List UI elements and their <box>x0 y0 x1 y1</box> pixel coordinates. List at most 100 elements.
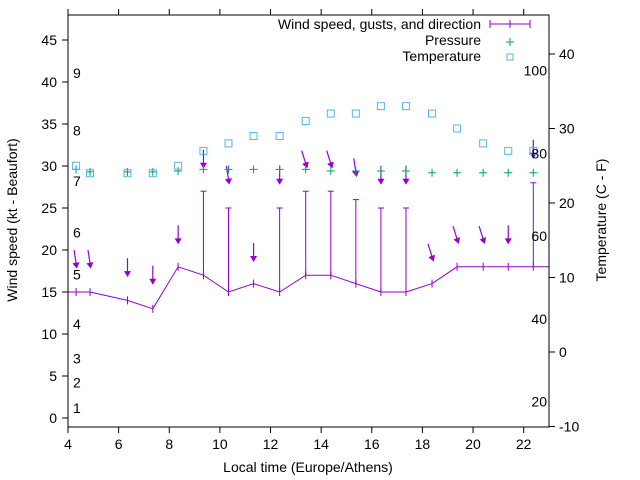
x-tick-label: 10 <box>212 436 228 452</box>
y-tick-label: 10 <box>41 326 57 342</box>
pressure-point <box>376 167 385 176</box>
x-tick-label: 12 <box>263 436 279 452</box>
pressure-point <box>275 165 284 174</box>
y-tick-label: 15 <box>41 284 57 300</box>
y2-tick-label: 10 <box>559 270 575 286</box>
wind-direction-arrowhead <box>224 178 232 185</box>
y-tick-label: 45 <box>41 32 57 48</box>
temperature-point <box>148 169 157 178</box>
pressure-point <box>249 165 258 174</box>
temperature-point <box>529 146 538 155</box>
wind-direction-arrowhead <box>86 262 94 269</box>
legend-pressure-marker <box>506 38 514 46</box>
pressure-point <box>326 167 335 176</box>
y2-tick-label: 30 <box>559 121 575 137</box>
pressure-point <box>529 168 538 177</box>
wind-direction-arrowhead <box>402 178 410 185</box>
y-tick-label: 5 <box>49 368 57 384</box>
wind-direction-arrowhead <box>149 278 157 285</box>
temperature-point <box>123 169 132 178</box>
temperature-point <box>174 161 183 170</box>
temperature-point <box>301 117 310 126</box>
wind-direction-arrowhead <box>327 161 334 169</box>
fahrenheit-label: 60 <box>531 228 547 244</box>
y-axis-label: Wind speed (kt - Beaufort) <box>4 138 20 301</box>
fahrenheit-label: 40 <box>531 311 547 327</box>
x-tick-label: 6 <box>115 436 123 452</box>
x-tick-label: 4 <box>64 436 72 452</box>
temperature-point <box>428 109 437 118</box>
temperature-point <box>453 124 462 133</box>
x-tick-label: 16 <box>364 436 380 452</box>
temperature-point <box>275 131 284 140</box>
pressure-point <box>453 168 462 177</box>
beaufort-label: 5 <box>73 266 81 282</box>
axes: 4 6 8 10 12 14 16 18 20 22051015202530354045-1001… <box>41 9 579 452</box>
beaufort-label: 8 <box>73 123 81 139</box>
pressure-point <box>301 165 310 174</box>
y-tick-label: 35 <box>41 116 57 132</box>
temperature-point <box>326 109 335 118</box>
y2-tick-label: 20 <box>559 195 575 211</box>
plot-frame <box>67 14 550 428</box>
x-tick-label: 14 <box>313 436 329 452</box>
pressure-point <box>123 167 132 176</box>
pressure-point <box>174 167 183 176</box>
y-tick-label: 40 <box>41 74 57 90</box>
wind-speed-line <box>68 266 549 310</box>
pressure-point <box>504 168 513 177</box>
temperature-point <box>249 131 258 140</box>
y2-tick-label: 40 <box>559 46 575 62</box>
legend: Wind speed, gusts, and direction Pressur… <box>278 16 531 64</box>
x-tick-label: 8 <box>165 436 173 452</box>
fahrenheit-label: 100 <box>524 63 548 79</box>
wind-direction-arrowhead <box>377 178 385 185</box>
wind-direction-arrowhead <box>250 256 258 263</box>
wind-direction-arrowhead <box>72 262 80 269</box>
y-tick-label: 30 <box>41 158 57 174</box>
legend-pressure-label: Pressure <box>425 32 481 48</box>
y-tick-label: 25 <box>41 200 57 216</box>
pressure-point <box>148 167 157 176</box>
pressure-point <box>199 165 208 174</box>
pressure-point <box>351 167 360 176</box>
wind-direction-arrowhead <box>174 238 182 245</box>
temperature-point <box>479 139 488 148</box>
x-tick-label: 20 <box>465 436 481 452</box>
legend-wind-sample <box>489 20 531 28</box>
temperature-point <box>72 161 81 170</box>
y2-tick-label: -10 <box>559 419 579 435</box>
beaufort-label: 9 <box>73 65 81 81</box>
legend-temperature-label: Temperature <box>402 48 481 64</box>
temperature-point <box>401 102 410 111</box>
fahrenheit-label: 20 <box>531 394 547 410</box>
temperature-point <box>224 139 233 148</box>
x-tick-label: 18 <box>415 436 431 452</box>
temperature-point <box>351 109 360 118</box>
beaufort-label: 3 <box>73 350 81 366</box>
legend-temperature-marker <box>506 53 514 61</box>
wind-direction-arrowhead <box>428 254 435 262</box>
y2-axis-label: Temperature (C - F) <box>593 159 609 282</box>
beaufort-label: 2 <box>73 375 81 391</box>
fahrenheit-label: 80 <box>531 145 547 161</box>
temperature-point <box>376 102 385 111</box>
pressure-point <box>479 168 488 177</box>
temperature-point <box>199 146 208 155</box>
wind-direction-arrowhead <box>504 238 512 245</box>
pressure-point <box>224 165 233 174</box>
temperature-point <box>86 169 95 178</box>
wind-direction-arrowhead <box>276 178 284 185</box>
beaufort-label: 7 <box>73 173 81 189</box>
y-tick-label: 0 <box>49 410 57 426</box>
wind-direction-arrowhead <box>302 161 309 169</box>
beaufort-label: 1 <box>73 400 81 416</box>
beaufort-label: 4 <box>73 316 81 332</box>
x-tick-label: 22 <box>516 436 532 452</box>
y2-tick-label: 0 <box>559 344 567 360</box>
pressure-point <box>86 167 95 176</box>
temperature-point <box>504 146 513 155</box>
wind-direction-arrowhead <box>453 237 461 244</box>
y-tick-label: 20 <box>41 242 57 258</box>
